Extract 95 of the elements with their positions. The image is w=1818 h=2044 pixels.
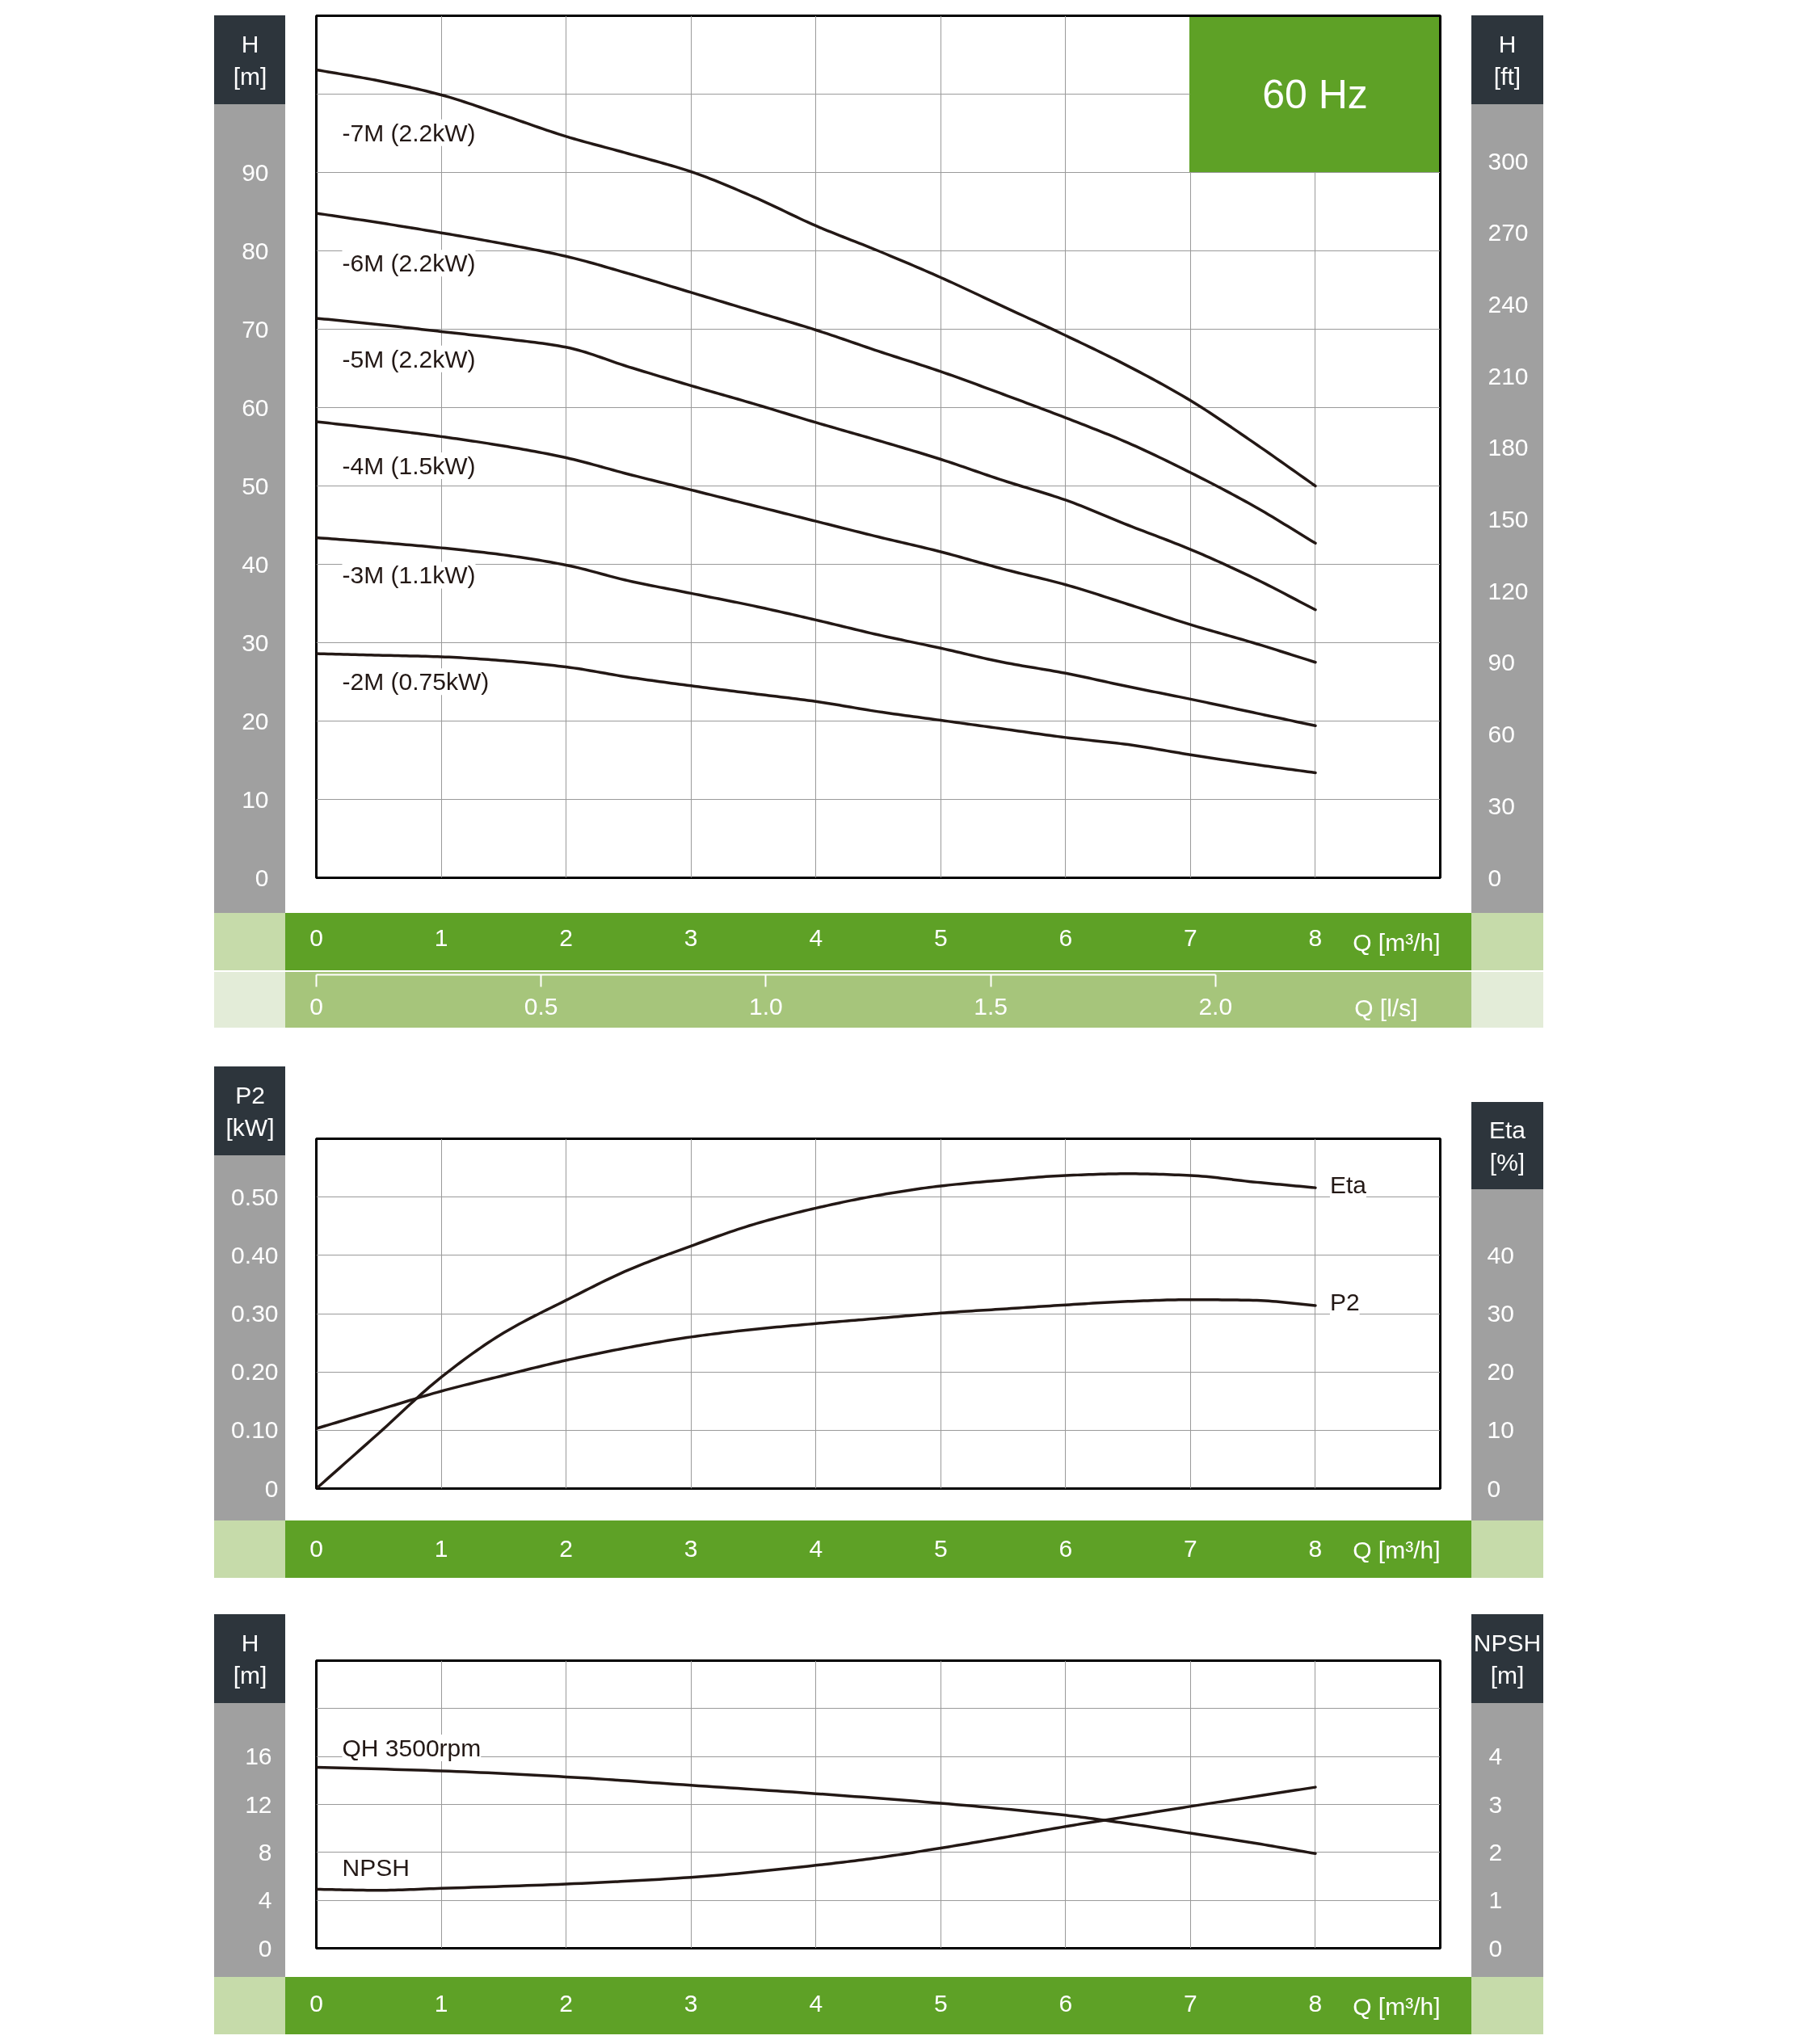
x-tick-label: 0 bbox=[309, 923, 323, 951]
y-tick-label: 0.40 bbox=[231, 1241, 279, 1268]
x-tick-label: 4 bbox=[809, 1989, 823, 2017]
x-tick-label: 6 bbox=[1058, 1989, 1073, 2017]
y-tick-label: 20 bbox=[242, 707, 269, 734]
x-tick-label: 6 bbox=[1058, 923, 1073, 951]
y-tick-label: 0.10 bbox=[231, 1416, 279, 1444]
y-tick-label: 80 bbox=[242, 237, 269, 264]
series-label: QH 3500rpm bbox=[342, 1735, 482, 1762]
x-tick-label: 7 bbox=[1184, 923, 1197, 951]
x-tick-label: 0 bbox=[309, 1989, 323, 2017]
y-tick-label: 0 bbox=[255, 864, 269, 891]
series-label: -4M (1.5kW) bbox=[342, 452, 476, 479]
y-tick-label: 60 bbox=[242, 393, 269, 421]
series-label: -7M (2.2kW) bbox=[342, 119, 476, 146]
y2-tick-label: 90 bbox=[1488, 649, 1515, 676]
y-tick-label: 90 bbox=[242, 158, 269, 186]
y2-tick-label: 30 bbox=[1487, 1300, 1514, 1327]
x-tick-label: 5 bbox=[933, 923, 948, 951]
series-label: P2 bbox=[1329, 1289, 1360, 1316]
series-label: -2M (0.75kW) bbox=[342, 668, 490, 696]
y2-tick-label: 210 bbox=[1488, 362, 1529, 389]
y2-tick-label: 0 bbox=[1488, 864, 1502, 891]
x-tick-label: 3 bbox=[684, 1989, 698, 2017]
y2-axis-title: H [ft] bbox=[1493, 31, 1521, 90]
x-tick-label: 5 bbox=[933, 1534, 948, 1562]
y2-tick-label: 180 bbox=[1488, 434, 1529, 461]
y-tick-label: 0 bbox=[258, 1934, 272, 1962]
y-axis-title: H [m] bbox=[233, 1630, 267, 1689]
y2-tick-label: 10 bbox=[1487, 1416, 1514, 1444]
y-axis-title: H [m] bbox=[233, 31, 267, 90]
x2-tick-label: 2.0 bbox=[1198, 992, 1233, 1020]
x2-tick-label: 0.5 bbox=[524, 992, 558, 1020]
y-tick-label: 4 bbox=[258, 1886, 272, 1914]
y2-tick-label: 0 bbox=[1488, 1934, 1503, 1962]
text: 60 Hz bbox=[1262, 71, 1368, 117]
series-label: Eta bbox=[1329, 1171, 1367, 1198]
y-tick-label: 70 bbox=[242, 315, 269, 343]
y2-tick-label: 4 bbox=[1488, 1743, 1503, 1770]
x-tick-label: 0 bbox=[309, 1534, 323, 1562]
y-tick-label: 16 bbox=[245, 1743, 272, 1770]
series-label: -5M (2.2kW) bbox=[342, 345, 476, 372]
y2-tick-label: 20 bbox=[1487, 1358, 1514, 1386]
y-tick-label: 0 bbox=[264, 1474, 279, 1502]
x2-tick-label: 1.0 bbox=[749, 992, 783, 1020]
y2-tick-label: 30 bbox=[1488, 792, 1515, 819]
x-tick-label: 4 bbox=[809, 1534, 823, 1562]
x-tick-label: 8 bbox=[1308, 923, 1323, 951]
y2-tick-label: 150 bbox=[1488, 506, 1529, 533]
x-tick-label: 7 bbox=[1184, 1989, 1197, 2017]
y2-tick-label: 60 bbox=[1488, 721, 1515, 748]
y2-tick-label: 300 bbox=[1488, 147, 1529, 175]
x-tick-label: 4 bbox=[809, 923, 823, 951]
y2-tick-label: 240 bbox=[1488, 290, 1529, 318]
x-tick-label: 6 bbox=[1058, 1534, 1073, 1562]
y-tick-label: 40 bbox=[242, 550, 269, 578]
y2-axis-title: Eta [%] bbox=[1488, 1117, 1526, 1176]
x-axis-title: Q [m³/h] bbox=[1353, 928, 1441, 956]
x-tick-label: 2 bbox=[559, 1989, 573, 2017]
x-tick-label: 8 bbox=[1308, 1534, 1323, 1562]
x2-tick-label: 1.5 bbox=[974, 992, 1008, 1020]
x-axis-title: Q [m³/h] bbox=[1353, 1536, 1441, 1563]
y2-tick-label: 0 bbox=[1487, 1474, 1501, 1502]
x2-tick-label: 0 bbox=[309, 992, 323, 1020]
y-tick-label: 50 bbox=[242, 472, 269, 499]
x-tick-label: 7 bbox=[1184, 1534, 1197, 1562]
y2-tick-label: 270 bbox=[1488, 219, 1529, 246]
y2-tick-label: 1 bbox=[1488, 1886, 1503, 1914]
y-tick-label: 30 bbox=[242, 629, 269, 656]
x-tick-label: 8 bbox=[1308, 1989, 1323, 2017]
y-tick-label: 0.50 bbox=[231, 1183, 279, 1210]
x-axis-title: Q [m³/h] bbox=[1353, 1992, 1441, 2020]
y2-axis-title: NPSH [m] bbox=[1473, 1630, 1542, 1689]
x-tick-label: 1 bbox=[434, 923, 448, 951]
y-tick-label: 8 bbox=[258, 1838, 272, 1865]
y-tick-label: 12 bbox=[245, 1790, 272, 1818]
series-label: -6M (2.2kW) bbox=[342, 250, 476, 277]
series-label: -3M (1.1kW) bbox=[342, 561, 476, 589]
x-tick-label: 2 bbox=[559, 923, 573, 951]
y-tick-label: 10 bbox=[242, 785, 269, 813]
y-tick-label: 0.30 bbox=[231, 1300, 279, 1327]
y2-tick-label: 40 bbox=[1487, 1241, 1514, 1268]
y2-tick-label: 120 bbox=[1488, 577, 1529, 604]
x-tick-label: 1 bbox=[434, 1534, 448, 1562]
x-tick-label: 2 bbox=[559, 1534, 573, 1562]
x-tick-label: 3 bbox=[684, 923, 698, 951]
y-axis-title: P2 [kW] bbox=[225, 1082, 275, 1141]
series-label: NPSH bbox=[342, 1853, 410, 1881]
y2-tick-label: 2 bbox=[1488, 1838, 1503, 1865]
x-tick-label: 5 bbox=[933, 1989, 948, 2017]
x2-axis-title: Q [l/s] bbox=[1354, 994, 1418, 1021]
x-tick-label: 1 bbox=[434, 1989, 448, 2017]
y-tick-label: 0.20 bbox=[231, 1358, 279, 1386]
y2-tick-label: 3 bbox=[1488, 1790, 1503, 1818]
x-tick-label: 3 bbox=[684, 1534, 698, 1562]
